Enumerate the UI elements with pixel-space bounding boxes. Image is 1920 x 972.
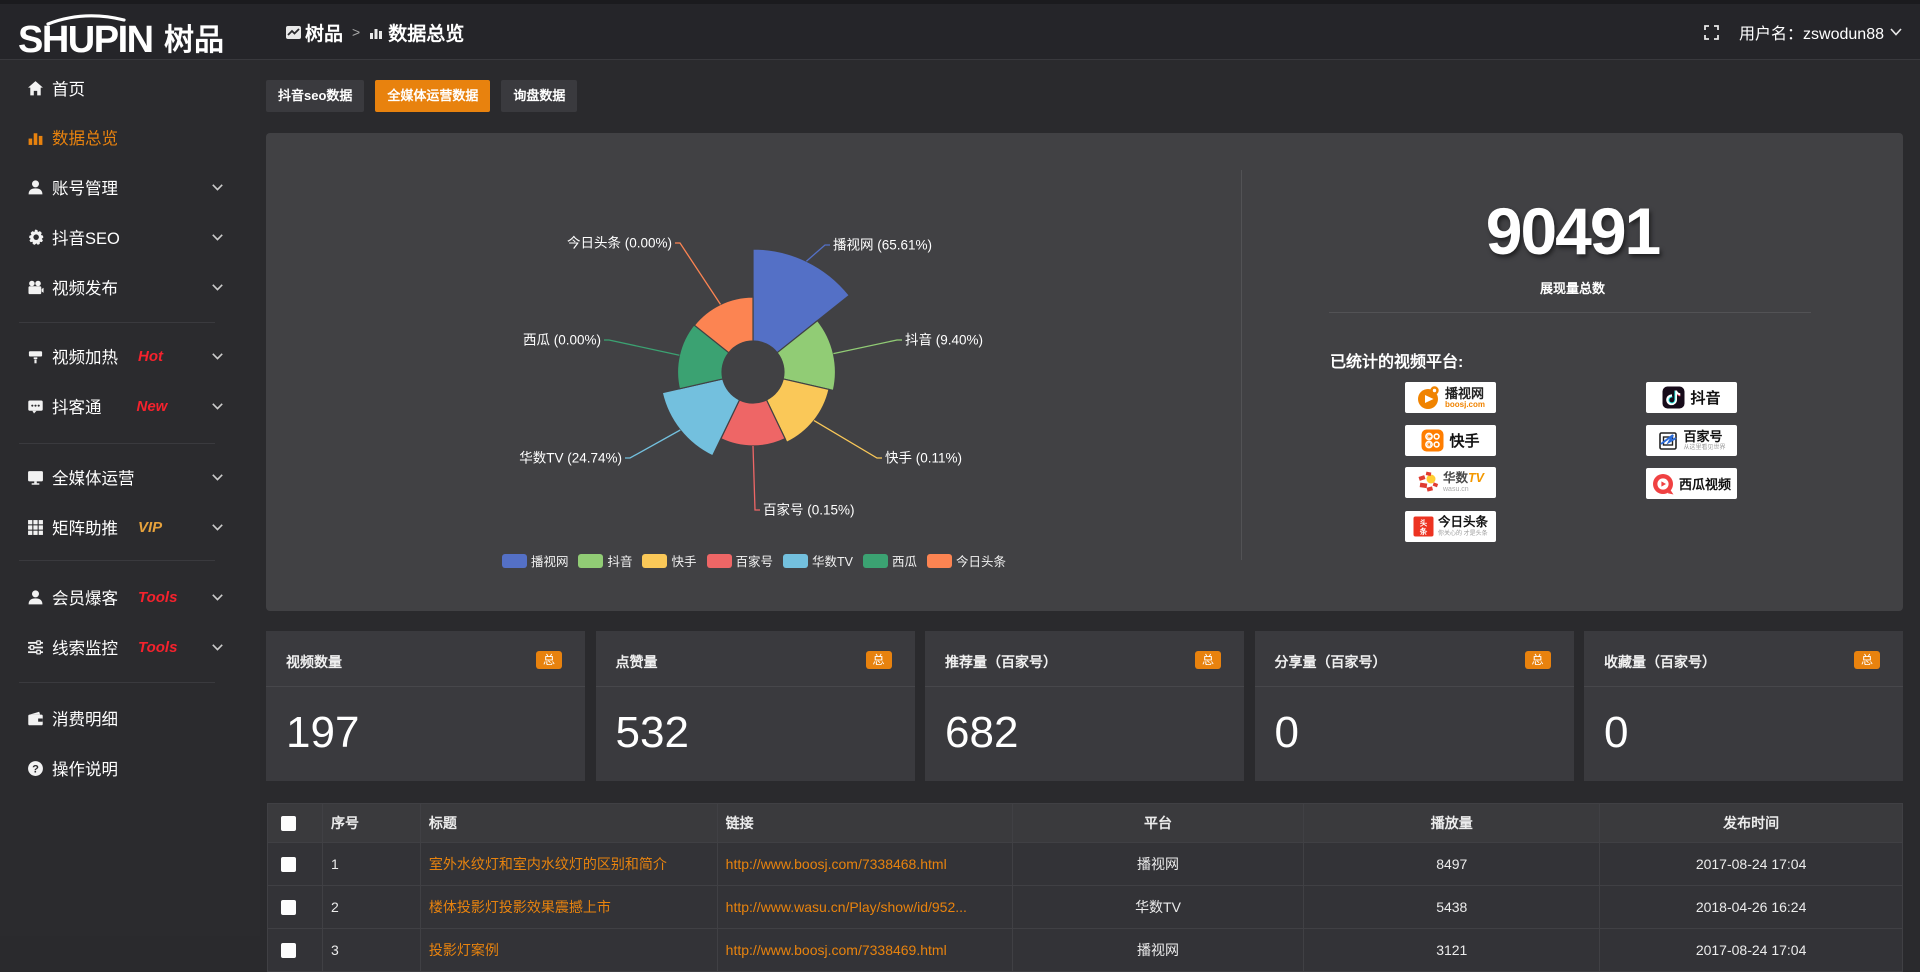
svg-text:SHUPIN: SHUPIN <box>18 19 153 58</box>
svg-text:头: 头 <box>1420 517 1428 527</box>
svg-text:抖音 (9.40%): 抖音 (9.40%) <box>905 332 983 348</box>
svg-text:百家号 (0.15%): 百家号 (0.15%) <box>763 502 855 518</box>
svg-text:西瓜 (0.00%): 西瓜 (0.00%) <box>523 333 601 348</box>
svg-text:快手 (0.11%): 快手 (0.11%) <box>885 451 962 466</box>
svg-text:C: C <box>1427 435 1431 441</box>
svg-text:树品: 树品 <box>164 24 224 57</box>
svg-text:O: O <box>1427 443 1432 449</box>
svg-text:播视网 (65.61%): 播视网 (65.61%) <box>833 238 932 253</box>
svg-text:?: ? <box>32 763 39 775</box>
svg-text:条: 条 <box>1419 526 1428 536</box>
svg-text:今日头条 (0.00%): 今日头条 (0.00%) <box>567 235 672 251</box>
svg-text:华数TV (24.74%): 华数TV (24.74%) <box>519 451 622 466</box>
